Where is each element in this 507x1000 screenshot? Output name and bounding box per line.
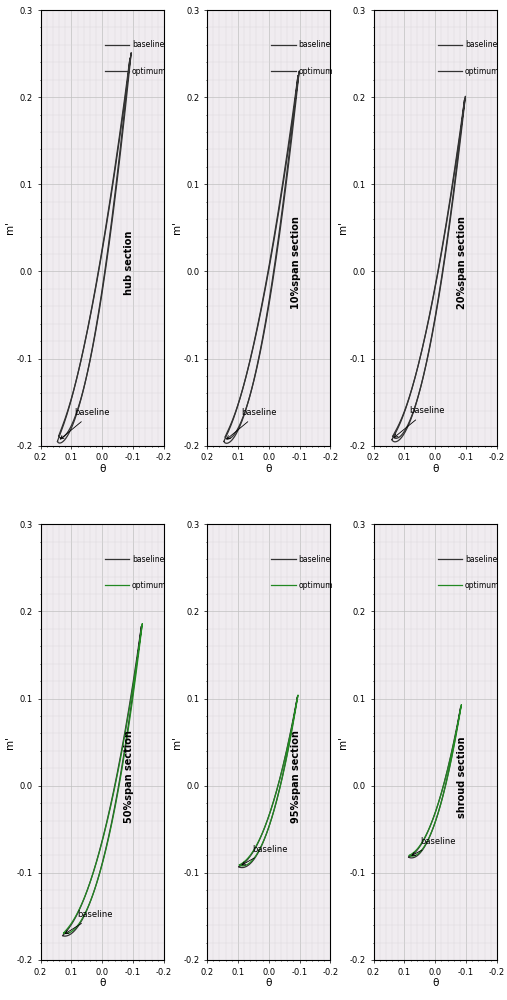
X-axis label: θ: θ — [432, 978, 439, 988]
Y-axis label: m': m' — [6, 736, 15, 749]
Y-axis label: m': m' — [6, 221, 15, 234]
Text: baseline: baseline — [132, 555, 164, 564]
Text: hub section: hub section — [124, 231, 134, 295]
X-axis label: θ: θ — [432, 464, 439, 474]
Y-axis label: m': m' — [172, 221, 182, 234]
Text: 10%span section: 10%span section — [291, 216, 301, 309]
Text: baseline: baseline — [465, 555, 497, 564]
Text: optimum: optimum — [132, 67, 166, 76]
Text: baseline: baseline — [394, 406, 445, 437]
Y-axis label: m': m' — [172, 736, 182, 749]
Text: baseline: baseline — [65, 910, 113, 934]
Text: baseline: baseline — [227, 408, 276, 439]
Text: 50%span section: 50%span section — [124, 731, 134, 823]
Text: optimum: optimum — [465, 67, 499, 76]
Text: 95%span section: 95%span section — [291, 731, 301, 823]
Y-axis label: m': m' — [338, 736, 348, 749]
Text: 20%span section: 20%span section — [457, 216, 467, 309]
X-axis label: θ: θ — [266, 978, 272, 988]
Text: optimum: optimum — [132, 581, 166, 590]
Text: optimum: optimum — [298, 581, 333, 590]
Text: optimum: optimum — [465, 581, 499, 590]
Text: optimum: optimum — [298, 67, 333, 76]
Text: baseline: baseline — [242, 845, 287, 865]
Text: baseline: baseline — [465, 40, 497, 49]
X-axis label: θ: θ — [266, 464, 272, 474]
Text: baseline: baseline — [60, 408, 110, 439]
Y-axis label: m': m' — [338, 221, 348, 234]
Text: shroud section: shroud section — [457, 736, 467, 818]
X-axis label: θ: θ — [99, 464, 105, 474]
Text: baseline: baseline — [298, 555, 331, 564]
Text: baseline: baseline — [132, 40, 164, 49]
Text: baseline: baseline — [298, 40, 331, 49]
Text: baseline: baseline — [412, 837, 456, 855]
X-axis label: θ: θ — [99, 978, 105, 988]
